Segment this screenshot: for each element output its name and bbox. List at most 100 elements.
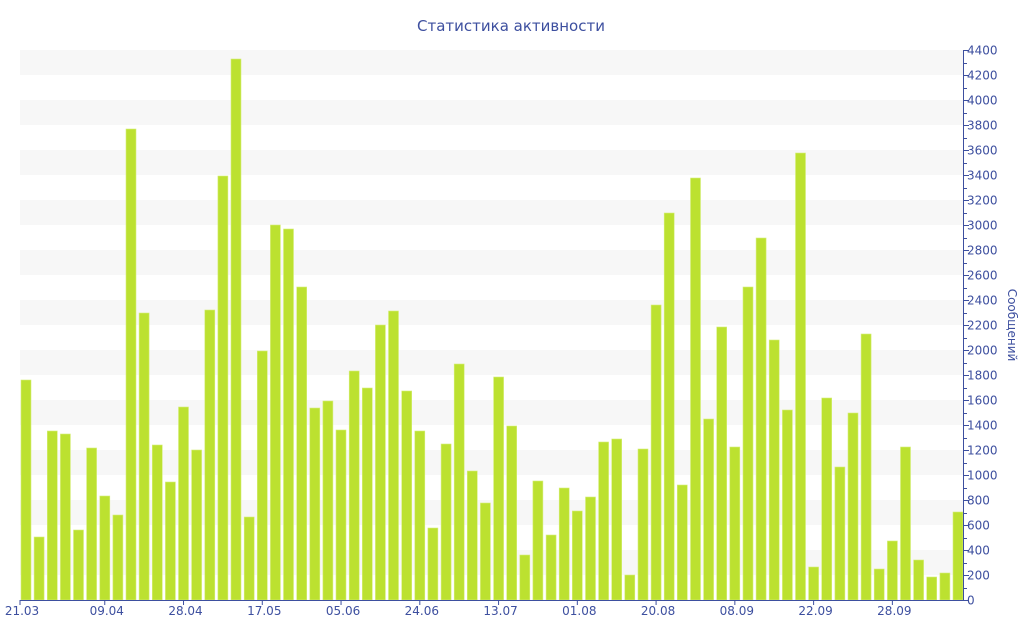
y-tick-label: 4200 (967, 69, 998, 83)
bar (440, 443, 452, 601)
y-tick-label: 1000 (967, 469, 998, 483)
bar (348, 370, 360, 601)
bar (913, 559, 924, 601)
bar (650, 304, 662, 601)
bar (138, 312, 150, 601)
grid-band (20, 150, 963, 175)
bar (466, 470, 478, 601)
grid-band (20, 350, 963, 375)
bar (860, 333, 872, 601)
bar (703, 418, 714, 601)
bar (873, 568, 885, 601)
grid-band (20, 550, 963, 575)
y-tick-label: 2400 (967, 294, 998, 308)
bar (742, 286, 754, 601)
bar (401, 390, 413, 601)
bar (375, 324, 386, 601)
y-axis-ticks: 0 200 400 600 800 1000 1200 1400 1600 1800 2000 220… (963, 44, 998, 608)
grid-band (20, 400, 963, 425)
y-axis-label: Сообщений (1005, 289, 1019, 362)
bar (125, 128, 137, 601)
bar (663, 212, 675, 601)
y-tick-label: 3800 (967, 119, 998, 133)
bar (178, 406, 189, 601)
bar (414, 430, 426, 601)
bar (755, 237, 767, 601)
grid-band (20, 250, 963, 275)
x-tick-label: 05.06 (326, 604, 360, 618)
bar (782, 409, 793, 601)
bar (795, 152, 806, 601)
bar (690, 177, 701, 601)
bar (939, 572, 951, 601)
bar (191, 449, 202, 601)
bar (808, 566, 819, 601)
x-tick-label: 22.09 (798, 604, 832, 618)
bar (204, 309, 216, 601)
y-tick-label: 3200 (967, 194, 998, 208)
grid-band (20, 100, 963, 125)
x-tick-label: 20.08 (641, 604, 675, 618)
bar (676, 484, 688, 601)
x-tick-label: 21.03 (5, 604, 39, 618)
bar (611, 438, 623, 601)
grid-band (20, 500, 963, 525)
bar (217, 175, 229, 601)
grid-band (20, 300, 963, 325)
x-tick-label: 28.04 (168, 604, 202, 618)
bar (558, 487, 570, 601)
bar (821, 397, 833, 601)
grid-band (20, 50, 963, 75)
bar (453, 363, 465, 601)
bar (361, 387, 373, 601)
y-tick-label: 1200 (967, 444, 998, 458)
bar (165, 481, 176, 601)
bar (112, 514, 124, 601)
x-tick-label: 01.08 (562, 604, 596, 618)
grid-band (20, 450, 963, 475)
bar (834, 466, 846, 601)
bar (335, 429, 347, 601)
bar (388, 310, 399, 601)
bar (729, 446, 741, 601)
bar (545, 534, 557, 601)
y-tick-label: 800 (967, 494, 990, 508)
bar (493, 376, 504, 601)
bar (152, 444, 163, 601)
bar (322, 400, 334, 601)
bar (73, 529, 84, 601)
bar (637, 448, 649, 601)
y-tick-label: 400 (967, 544, 990, 558)
bar (46, 430, 58, 601)
x-tick-label: 13.07 (483, 604, 517, 618)
chart-title: Статистика активности (417, 17, 605, 35)
bar (230, 58, 242, 601)
y-tick-label: 1800 (967, 369, 998, 383)
x-tick-label: 09.04 (90, 604, 124, 618)
bar (585, 496, 596, 601)
bar (86, 447, 97, 601)
y-tick-label: 2600 (967, 269, 998, 283)
x-tick-label: 24.06 (405, 604, 439, 618)
bar (309, 407, 321, 601)
x-tick-label: 17.05 (247, 604, 281, 618)
bar (768, 339, 780, 601)
bar (519, 554, 531, 601)
bar (952, 511, 964, 601)
bar (926, 576, 938, 601)
bar (60, 433, 71, 601)
bar (506, 425, 518, 601)
y-tick-label: 2200 (967, 319, 998, 333)
y-tick-label: 3000 (967, 219, 998, 233)
grid-band (20, 200, 963, 225)
bar (427, 527, 439, 601)
bar (900, 446, 911, 601)
bar (99, 495, 111, 601)
x-tick-label: 28.09 (877, 604, 911, 618)
y-tick-label: 4400 (967, 44, 998, 58)
bar (887, 540, 898, 601)
y-tick-label: 600 (967, 519, 990, 533)
bar (847, 412, 859, 601)
bar (598, 441, 609, 601)
bar (243, 516, 255, 601)
